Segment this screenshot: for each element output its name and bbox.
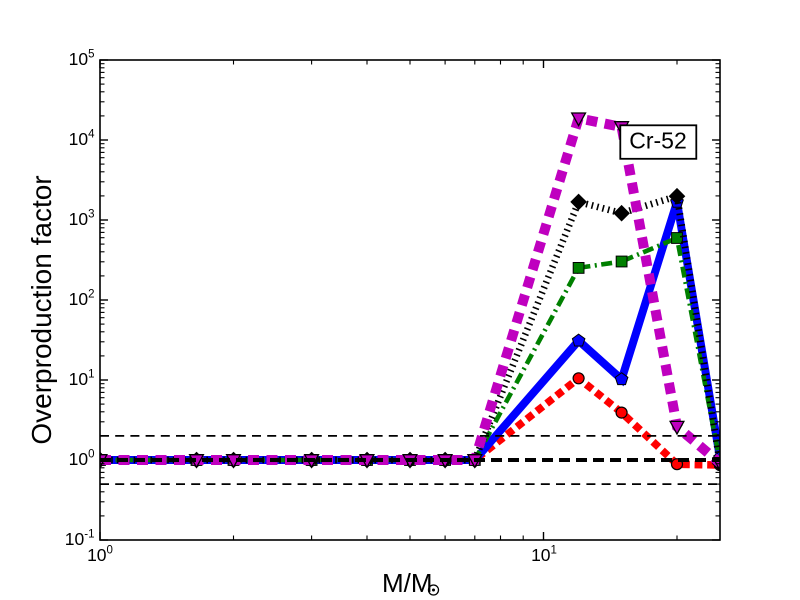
svg-text:103: 103 — [69, 208, 95, 229]
svg-text:102: 102 — [69, 288, 95, 309]
svg-text:Overproduction factor: Overproduction factor — [26, 175, 57, 444]
svg-text:Cr-52: Cr-52 — [629, 128, 687, 154]
svg-text:100: 100 — [87, 545, 113, 566]
svg-text:100: 100 — [69, 448, 95, 469]
svg-text:105: 105 — [69, 48, 95, 69]
svg-text:M/M: M/M — [382, 568, 433, 598]
svg-text:101: 101 — [69, 368, 95, 389]
svg-text:101: 101 — [531, 545, 557, 566]
